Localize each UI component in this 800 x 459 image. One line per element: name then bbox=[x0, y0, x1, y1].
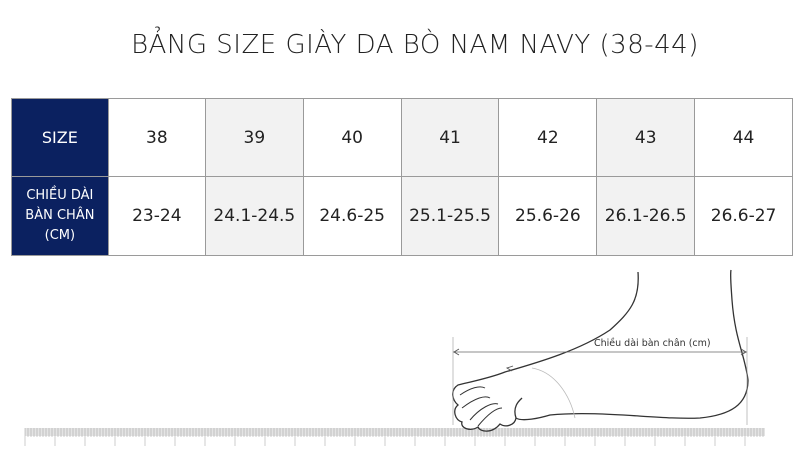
length-cell: 25.1-25.5 bbox=[400, 176, 500, 256]
length-cell: 26.1-26.5 bbox=[596, 176, 696, 256]
size-cell: 42 bbox=[498, 98, 598, 177]
foot-outline bbox=[452, 269, 749, 432]
page-title: BẢNG SIZE GIÀY DA BÒ NAM NAVY (38-44) bbox=[131, 30, 699, 60]
arrow-icon bbox=[453, 348, 747, 372]
table-row-length: CHIỀU DÀI BÀN CHÂN (CM) 23-24 24.1-24.5 … bbox=[11, 176, 793, 256]
toe-lines bbox=[459, 386, 503, 427]
header-line: BÀN CHÂN bbox=[25, 208, 95, 223]
size-cell: 41 bbox=[400, 98, 500, 177]
measure-label: Chiều dài bàn chân (cm) bbox=[594, 338, 711, 349]
header-line: (CM) bbox=[44, 228, 76, 243]
ruler-band bbox=[25, 428, 765, 436]
table-row-size: SIZE 38 39 40 41 42 43 44 bbox=[11, 98, 793, 177]
foot-measurement-illustration: Chiều dài bàn chân (cm) bbox=[24, 269, 765, 446]
row-header-length: CHIỀU DÀI BÀN CHÂN (CM) bbox=[11, 176, 109, 256]
row-header-size: SIZE bbox=[11, 98, 109, 177]
header-line: CHIỀU DÀI bbox=[26, 188, 94, 203]
ruler bbox=[24, 428, 765, 446]
size-cell: 39 bbox=[204, 98, 304, 177]
length-cell: 26.6-27 bbox=[694, 176, 793, 256]
size-table: SIZE 38 39 40 41 42 43 44 CHIỀU DÀI BÀN … bbox=[11, 98, 793, 256]
length-cell: 24.1-24.5 bbox=[204, 176, 304, 256]
length-cell: 25.6-26 bbox=[498, 176, 598, 256]
length-cell: 23-24 bbox=[107, 176, 206, 256]
size-cell: 43 bbox=[596, 98, 696, 177]
ball-line bbox=[531, 367, 576, 419]
size-cell: 38 bbox=[107, 98, 206, 177]
size-cell: 40 bbox=[302, 98, 402, 177]
size-cell: 44 bbox=[694, 98, 793, 177]
length-cell: 24.6-25 bbox=[302, 176, 402, 256]
